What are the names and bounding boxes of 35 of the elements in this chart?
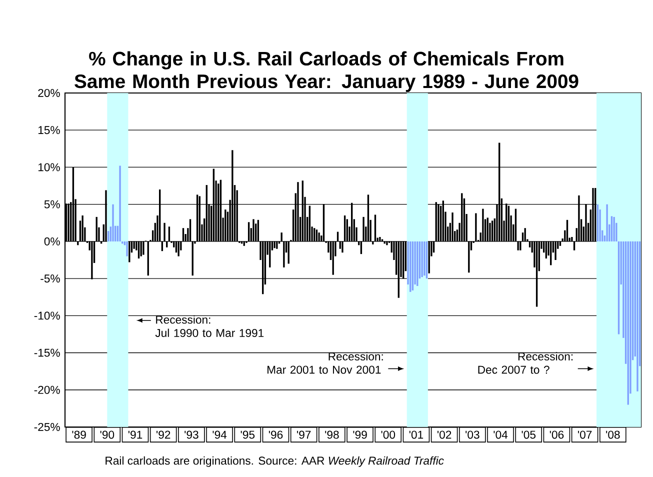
y-tick-label: -15% xyxy=(34,348,60,357)
x-tick-label: '01 xyxy=(409,430,424,439)
x-tick-label: '96 xyxy=(268,430,283,439)
x-tick-label: '97 xyxy=(297,430,311,439)
x-tick-label: '95 xyxy=(240,430,255,439)
x-tick-label: '05 xyxy=(522,430,536,439)
y-tick-label: 5% xyxy=(44,200,60,208)
y-tick-label: -10% xyxy=(34,312,60,320)
chart-title: % Change in U.S. Rail Carloads of Chemicals From Same Month Previous Year: January 1989 - June 2009 xyxy=(74,51,578,92)
band-label: Recession: Jul 1990 to Mar 1991 xyxy=(155,315,264,338)
x-tick-label: '91 xyxy=(128,430,142,439)
x-tick-label: '02 xyxy=(438,430,452,439)
y-tick-label: 10% xyxy=(38,163,60,172)
band-label: Recession: Mar 2001 to Nov 2001 xyxy=(268,352,383,374)
x-tick-label: '00 xyxy=(381,430,396,439)
band-label: Recession: Dec 2007 to ? xyxy=(478,352,573,374)
x-tick-label: '99 xyxy=(353,430,367,439)
x-tick-label: '92 xyxy=(156,430,170,439)
y-tick-label: 0% xyxy=(44,237,60,246)
x-tick-label: '03 xyxy=(466,430,480,439)
y-tick-label: 20% xyxy=(38,88,60,97)
x-tick-label: '94 xyxy=(212,430,227,439)
y-tick-label: -5% xyxy=(40,274,60,283)
x-tick-label: '89 xyxy=(72,430,86,439)
x-tick-label: '93 xyxy=(184,430,198,439)
x-tick-label: '06 xyxy=(550,430,564,439)
text: Rail carloads are originations. Source: AAR Weekly Railroad Traffic xyxy=(106,456,444,467)
y-tick-label: 15% xyxy=(38,126,60,134)
y-tick-label: -20% xyxy=(34,386,60,394)
x-tick-label: '98 xyxy=(325,430,339,439)
x-tick-label: '08 xyxy=(606,430,620,439)
y-tick-label: -25% xyxy=(34,422,60,431)
x-tick-label: '90 xyxy=(100,430,114,439)
x-tick-label: '04 xyxy=(494,430,508,439)
x-tick-label: '07 xyxy=(578,430,592,439)
